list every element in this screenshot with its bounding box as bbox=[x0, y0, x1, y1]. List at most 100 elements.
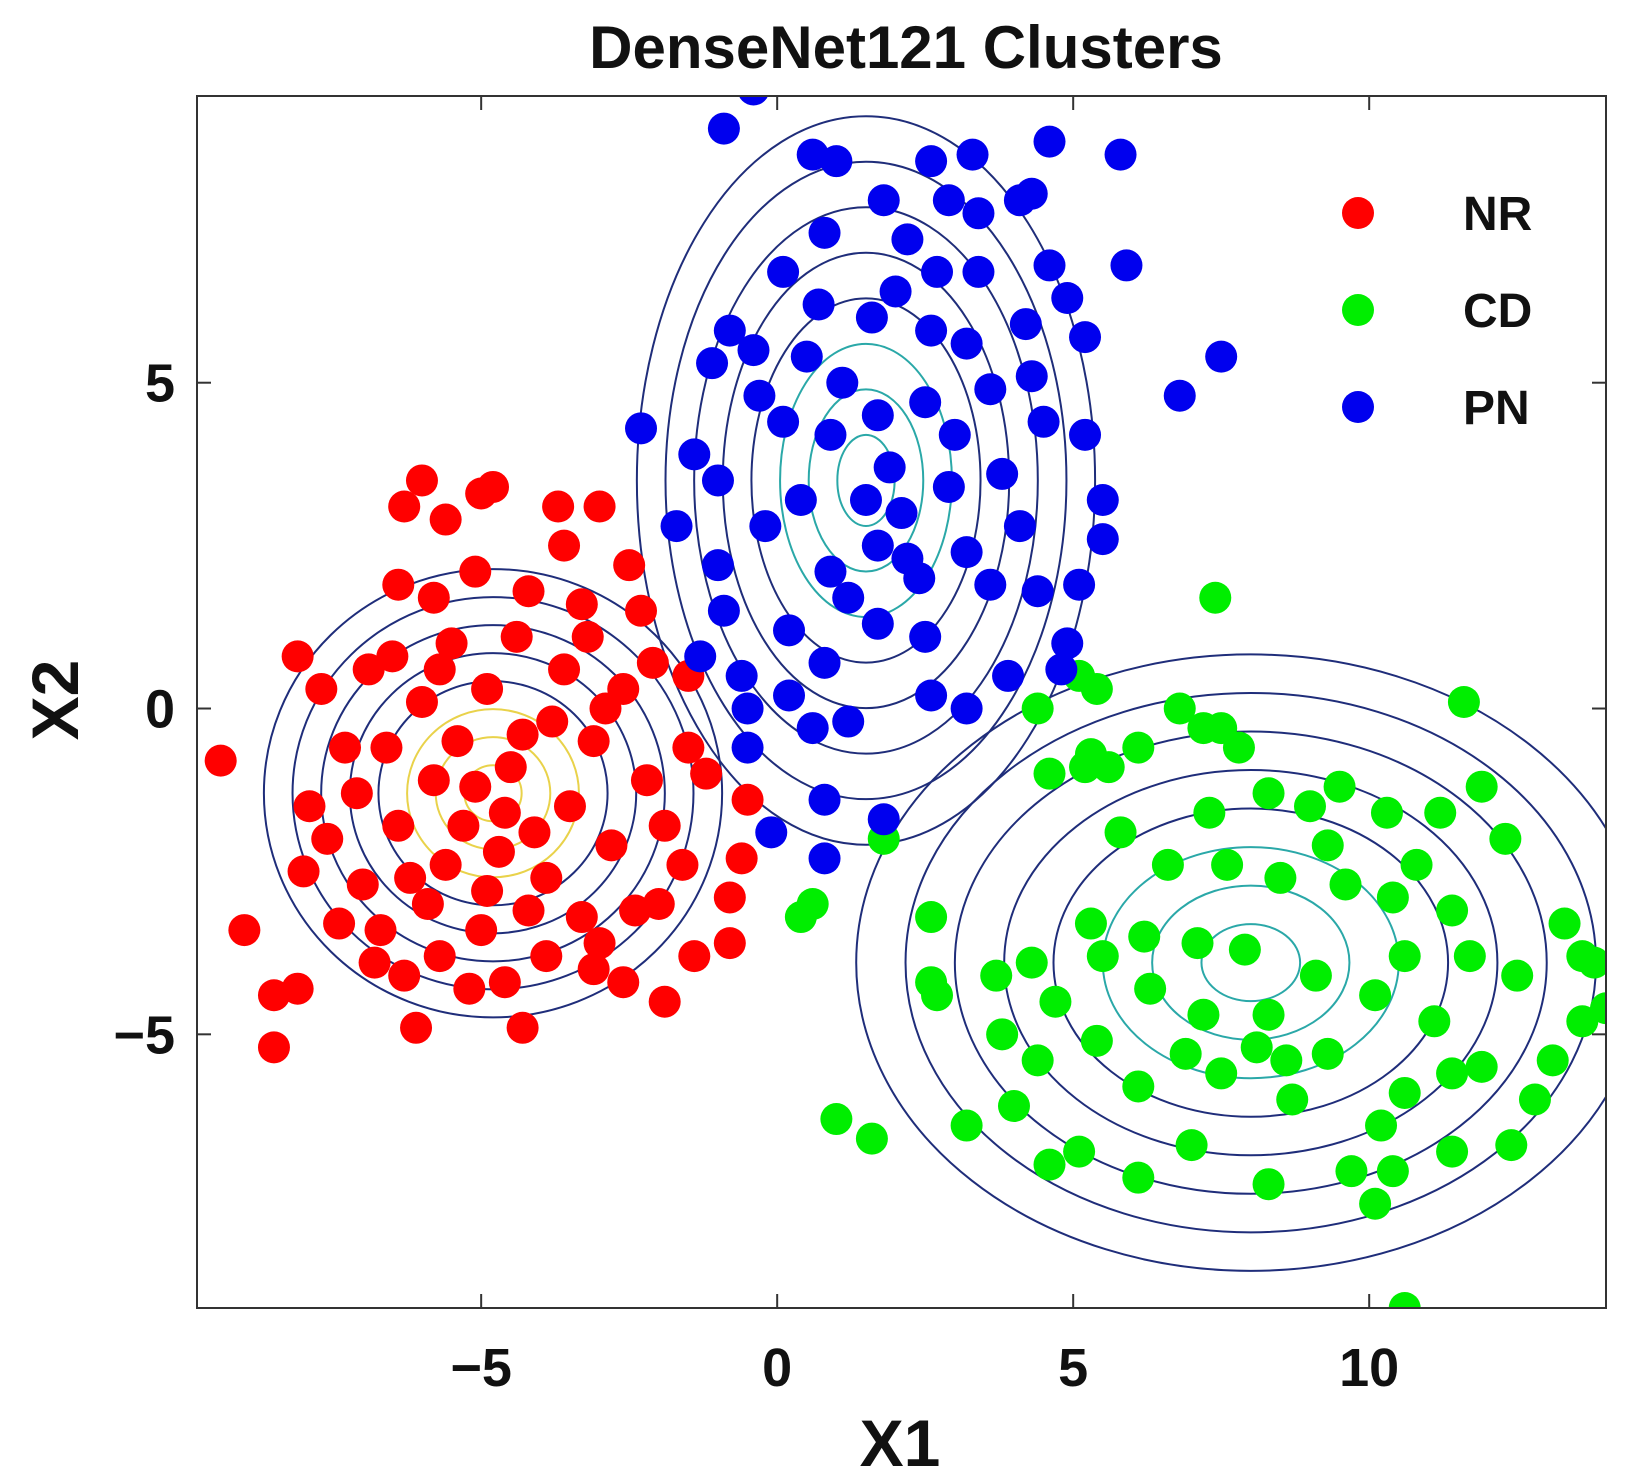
point-cd-51 bbox=[1074, 907, 1107, 940]
point-cd-40 bbox=[1063, 1135, 1096, 1168]
point-pn-17 bbox=[1110, 249, 1143, 282]
contour-cd-1 bbox=[1200, 923, 1302, 1003]
point-pn-6 bbox=[915, 145, 948, 178]
point-cd-84 bbox=[1501, 959, 1534, 992]
point-nr-38 bbox=[417, 581, 450, 614]
point-pn-69 bbox=[885, 497, 918, 530]
point-pn-65 bbox=[832, 705, 865, 738]
point-cd-28 bbox=[1566, 1005, 1599, 1038]
point-pn-39 bbox=[974, 373, 1007, 406]
point-pn-16 bbox=[962, 255, 995, 288]
point-cd-29 bbox=[1536, 1044, 1569, 1077]
legend: NR CD PN bbox=[1342, 188, 1532, 435]
point-pn-37 bbox=[873, 451, 906, 484]
point-cd-66 bbox=[1418, 1005, 1451, 1038]
point-pn-58 bbox=[909, 620, 942, 653]
point-cd-58 bbox=[1311, 829, 1344, 862]
point-cd-41 bbox=[950, 1109, 983, 1142]
point-pn-27 bbox=[1009, 308, 1042, 341]
point-nr-32 bbox=[625, 594, 658, 627]
point-nr-28 bbox=[672, 731, 705, 764]
point-nr-4 bbox=[281, 972, 314, 1005]
point-cd-33 bbox=[1365, 1109, 1398, 1142]
point-cd-56 bbox=[1211, 848, 1244, 881]
point-nr-46 bbox=[542, 490, 575, 523]
point-pn-56 bbox=[1051, 627, 1084, 660]
point-cd-79 bbox=[1151, 848, 1184, 881]
contour-nr-6 bbox=[320, 624, 666, 963]
point-nr-83 bbox=[536, 705, 569, 738]
point-pn-31 bbox=[1163, 379, 1196, 412]
point-nr-65 bbox=[405, 686, 438, 718]
point-nr-50 bbox=[459, 770, 492, 803]
point-pn-61 bbox=[773, 679, 806, 712]
point-cd-73 bbox=[1169, 1037, 1202, 1070]
point-cd-20 bbox=[1370, 796, 1403, 829]
point-nr-0 bbox=[204, 744, 237, 777]
point-cd-54 bbox=[1181, 927, 1214, 960]
point-cd-71 bbox=[1240, 1031, 1273, 1064]
point-cd-59 bbox=[1329, 868, 1362, 901]
point-cd-80 bbox=[1104, 816, 1137, 849]
point-pn-3 bbox=[820, 145, 853, 178]
point-pn-75 bbox=[749, 510, 782, 543]
point-pn-19 bbox=[767, 255, 800, 288]
point-nr-7 bbox=[329, 731, 362, 764]
point-cd-77 bbox=[1252, 998, 1285, 1031]
point-nr-88 bbox=[364, 914, 397, 947]
point-pn-74 bbox=[784, 484, 817, 516]
point-nr-27 bbox=[648, 809, 681, 842]
point-nr-75 bbox=[494, 751, 527, 784]
point-nr-36 bbox=[512, 575, 545, 608]
point-pn-88 bbox=[879, 275, 912, 308]
point-pn-44 bbox=[660, 510, 693, 543]
point-cd-3 bbox=[820, 1103, 853, 1136]
point-pn-10 bbox=[962, 197, 995, 230]
point-nr-78 bbox=[417, 764, 450, 797]
point-pn-48 bbox=[725, 659, 758, 692]
point-nr-60 bbox=[512, 894, 545, 927]
point-cd-25 bbox=[1548, 907, 1581, 940]
point-nr-82 bbox=[287, 855, 320, 888]
point-pn-25 bbox=[915, 314, 948, 347]
point-cd-47 bbox=[921, 979, 954, 1012]
point-nr-59 bbox=[565, 901, 598, 934]
point-nr-87 bbox=[642, 888, 675, 920]
point-cd-18 bbox=[1252, 777, 1285, 810]
point-nr-19 bbox=[607, 966, 640, 999]
point-cd-32 bbox=[1436, 1135, 1469, 1168]
point-nr-5 bbox=[281, 640, 314, 673]
point-pn-73 bbox=[849, 484, 882, 516]
point-nr-52 bbox=[506, 718, 539, 751]
point-cd-53 bbox=[1128, 920, 1161, 953]
point-cd-8 bbox=[1069, 751, 1102, 784]
point-cd-69 bbox=[1311, 1037, 1344, 1070]
legend-label-cd: CD bbox=[1463, 285, 1532, 338]
point-pn-20 bbox=[713, 314, 746, 347]
x-axis-label: X1 bbox=[860, 1406, 941, 1480]
point-cd-57 bbox=[1264, 861, 1297, 894]
point-nr-63 bbox=[382, 809, 415, 842]
point-nr-56 bbox=[553, 790, 586, 823]
point-nr-51 bbox=[488, 796, 521, 829]
point-cd-75 bbox=[1080, 1024, 1113, 1057]
point-cd-72 bbox=[1187, 998, 1220, 1031]
point-cd-61 bbox=[1400, 848, 1433, 881]
point-pn-70 bbox=[932, 470, 965, 503]
point-pn-34 bbox=[701, 464, 734, 497]
point-cd-19 bbox=[1293, 790, 1326, 823]
point-pn-53 bbox=[950, 536, 983, 569]
point-nr-57 bbox=[577, 725, 610, 758]
point-pn-22 bbox=[737, 334, 770, 367]
point-nr-21 bbox=[678, 940, 711, 973]
x-tick-label: 10 bbox=[1339, 1338, 1399, 1398]
point-nr-77 bbox=[518, 816, 551, 849]
point-cd-22 bbox=[1465, 770, 1498, 803]
point-pn-26 bbox=[950, 327, 983, 360]
point-cd-83 bbox=[1388, 1292, 1421, 1308]
point-nr-26 bbox=[731, 783, 764, 816]
point-cd-45 bbox=[986, 1018, 1019, 1051]
plot-frame bbox=[196, 95, 1607, 1309]
point-nr-37 bbox=[459, 555, 492, 588]
point-cd-76 bbox=[1205, 1057, 1238, 1090]
